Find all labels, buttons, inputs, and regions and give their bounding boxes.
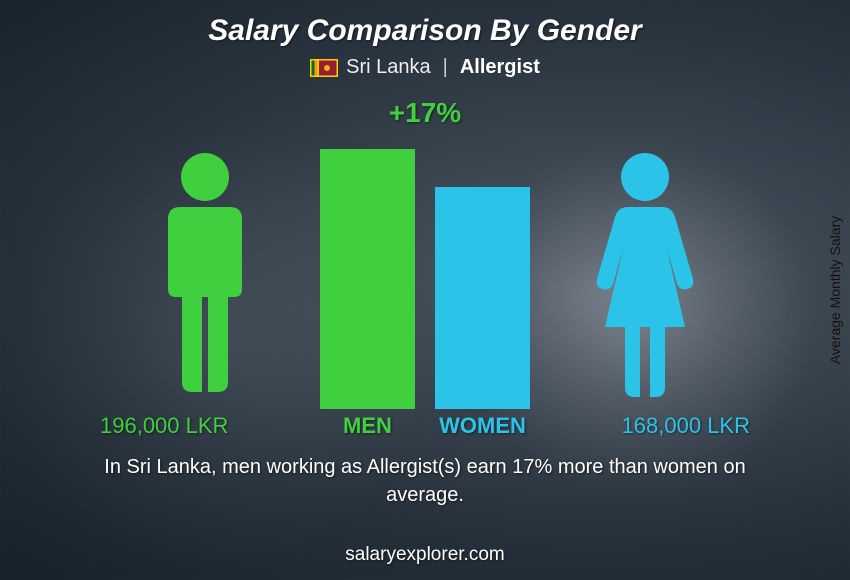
- sri-lanka-flag-icon: [310, 59, 338, 77]
- percentage-badge: +17%: [389, 97, 461, 129]
- footer-attribution: salaryexplorer.com: [0, 544, 850, 566]
- infographic-content: Salary Comparison By Gender Sri Lanka | …: [0, 0, 850, 580]
- women-salary-value: 168,000 LKR: [622, 413, 750, 439]
- country-label: Sri Lanka: [346, 56, 431, 79]
- job-label: Allergist: [460, 56, 540, 79]
- bar-women: [435, 187, 530, 409]
- bar-men: [320, 149, 415, 409]
- chart-area: +17% MEN WOMEN 196,000 LKR 168,000 LKR: [0, 89, 850, 449]
- men-label: MEN: [320, 413, 415, 439]
- man-icon: [150, 149, 260, 409]
- side-axis-wrap: Average Monthly Salary: [820, 0, 850, 580]
- men-salary-value: 196,000 LKR: [100, 413, 228, 439]
- women-label: WOMEN: [435, 413, 530, 439]
- separator: |: [443, 56, 448, 79]
- page-title: Salary Comparison By Gender: [0, 0, 850, 48]
- summary-text: In Sri Lanka, men working as Allergist(s…: [0, 449, 850, 509]
- side-axis-label: Average Monthly Salary: [827, 216, 843, 364]
- subtitle-row: Sri Lanka | Allergist: [0, 56, 850, 79]
- woman-icon: [590, 149, 700, 409]
